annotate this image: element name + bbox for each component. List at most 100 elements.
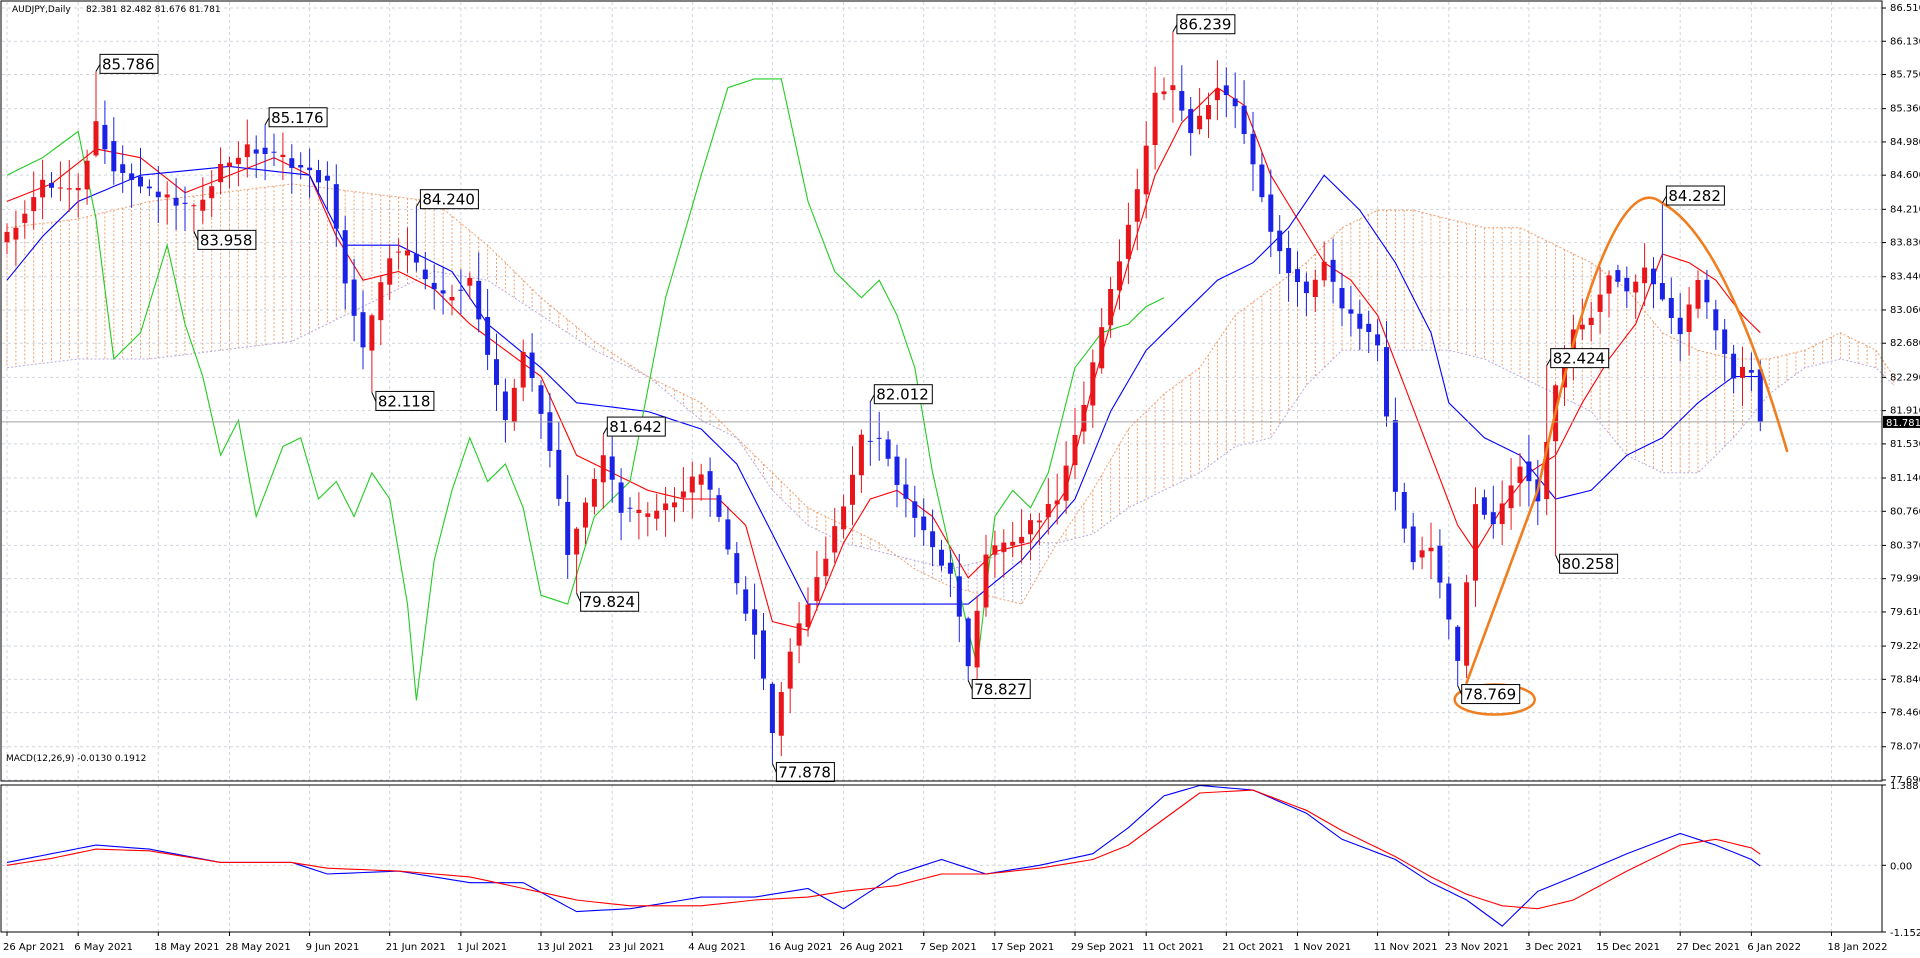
- candle-body[interactable]: [1170, 85, 1176, 91]
- candle-body[interactable]: [805, 604, 811, 628]
- candle-body[interactable]: [689, 476, 695, 493]
- candle-body[interactable]: [1099, 327, 1105, 369]
- candle-body[interactable]: [1188, 109, 1194, 134]
- candlesticks[interactable]: [4, 31, 1763, 764]
- candle-body[interactable]: [930, 531, 936, 548]
- candle-body[interactable]: [823, 558, 829, 577]
- candle-body[interactable]: [716, 495, 722, 517]
- candle-body[interactable]: [253, 149, 259, 154]
- candle-body[interactable]: [796, 623, 802, 646]
- candle-body[interactable]: [1054, 500, 1060, 505]
- candle-body[interactable]: [1268, 194, 1274, 232]
- annotations[interactable]: [2, 196, 1881, 716]
- candle-body[interactable]: [1241, 105, 1247, 135]
- candle-body[interactable]: [13, 227, 19, 240]
- candle-body[interactable]: [885, 439, 891, 459]
- candle-body[interactable]: [1473, 504, 1478, 581]
- candle-body[interactable]: [289, 158, 295, 168]
- candle-body[interactable]: [280, 154, 286, 157]
- candle-body[interactable]: [974, 610, 980, 668]
- candle-body[interactable]: [921, 516, 927, 531]
- candle-body[interactable]: [1659, 283, 1665, 300]
- candle-body[interactable]: [1704, 279, 1710, 303]
- candle-body[interactable]: [538, 385, 544, 414]
- candle-body[interactable]: [271, 151, 277, 153]
- candle-body[interactable]: [387, 258, 393, 285]
- candle-body[interactable]: [182, 202, 188, 204]
- candle-body[interactable]: [965, 618, 971, 667]
- candle-body[interactable]: [1125, 224, 1131, 259]
- candle-body[interactable]: [1757, 369, 1763, 422]
- candle-body[interactable]: [1277, 230, 1283, 252]
- candle-body[interactable]: [155, 191, 161, 198]
- candle-body[interactable]: [1651, 268, 1656, 285]
- candle-body[interactable]: [1508, 485, 1514, 509]
- candle-body[interactable]: [529, 352, 535, 379]
- candle-body[interactable]: [449, 296, 455, 301]
- candle-body[interactable]: [1303, 281, 1309, 294]
- candle-body[interactable]: [1250, 133, 1256, 165]
- candle-body[interactable]: [992, 545, 998, 555]
- candle-body[interactable]: [903, 484, 909, 499]
- candle-body[interactable]: [360, 312, 366, 348]
- candle-body[interactable]: [1348, 309, 1354, 314]
- candle-body[interactable]: [1490, 512, 1496, 525]
- candle-body[interactable]: [1677, 317, 1683, 335]
- candle-body[interactable]: [1321, 261, 1327, 281]
- candle-body[interactable]: [1633, 281, 1639, 293]
- candle-body[interactable]: [164, 194, 170, 198]
- candle-body[interactable]: [1152, 92, 1158, 146]
- candle-body[interactable]: [1642, 267, 1648, 284]
- candle-body[interactable]: [476, 280, 482, 320]
- candle-body[interactable]: [1090, 362, 1096, 406]
- candle-body[interactable]: [841, 506, 847, 530]
- candle-body[interactable]: [22, 213, 28, 223]
- candle-body[interactable]: [565, 501, 571, 555]
- candle-body[interactable]: [1597, 294, 1603, 312]
- candle-body[interactable]: [129, 173, 135, 181]
- candle-body[interactable]: [1748, 370, 1754, 373]
- candle-body[interactable]: [672, 502, 677, 508]
- candle-body[interactable]: [49, 183, 54, 188]
- candle-body[interactable]: [707, 471, 713, 490]
- candle-body[interactable]: [1357, 313, 1363, 329]
- candle-body[interactable]: [1481, 497, 1487, 515]
- candle-body[interactable]: [511, 387, 517, 422]
- candle-body[interactable]: [75, 188, 81, 191]
- candle-body[interactable]: [1517, 466, 1523, 483]
- candle-body[interactable]: [939, 549, 944, 566]
- candle-body[interactable]: [778, 692, 784, 736]
- candle-body[interactable]: [307, 167, 313, 171]
- candle-body[interactable]: [636, 509, 642, 513]
- candle-body[interactable]: [1010, 541, 1016, 546]
- candle-body[interactable]: [218, 163, 224, 183]
- candle-body[interactable]: [1295, 269, 1300, 283]
- candle-body[interactable]: [1143, 145, 1149, 195]
- candle-body[interactable]: [1072, 434, 1078, 466]
- candle-body[interactable]: [342, 230, 348, 284]
- candle-body[interactable]: [120, 164, 126, 173]
- candle-body[interactable]: [1001, 542, 1007, 552]
- candle-body[interactable]: [1686, 304, 1692, 332]
- candle-body[interactable]: [440, 290, 446, 294]
- candle-body[interactable]: [200, 199, 206, 211]
- candle-body[interactable]: [814, 577, 820, 601]
- candle-body[interactable]: [1019, 536, 1025, 544]
- candle-body[interactable]: [1223, 85, 1229, 96]
- candle-body[interactable]: [769, 683, 775, 734]
- candle-body[interactable]: [1045, 503, 1051, 518]
- candle-body[interactable]: [583, 502, 588, 528]
- candle-body[interactable]: [1028, 520, 1033, 535]
- candle-body[interactable]: [1108, 289, 1114, 326]
- candle-body[interactable]: [698, 474, 704, 485]
- candle-body[interactable]: [173, 197, 179, 206]
- candle-body[interactable]: [761, 630, 766, 679]
- candle-body[interactable]: [1437, 545, 1443, 583]
- candle-body[interactable]: [1330, 259, 1336, 282]
- candle-body[interactable]: [591, 478, 597, 507]
- candle-body[interactable]: [743, 589, 749, 614]
- candle-body[interactable]: [1392, 420, 1398, 492]
- candle-body[interactable]: [547, 412, 553, 451]
- candle-body[interactable]: [316, 170, 321, 183]
- candle-body[interactable]: [1339, 287, 1345, 309]
